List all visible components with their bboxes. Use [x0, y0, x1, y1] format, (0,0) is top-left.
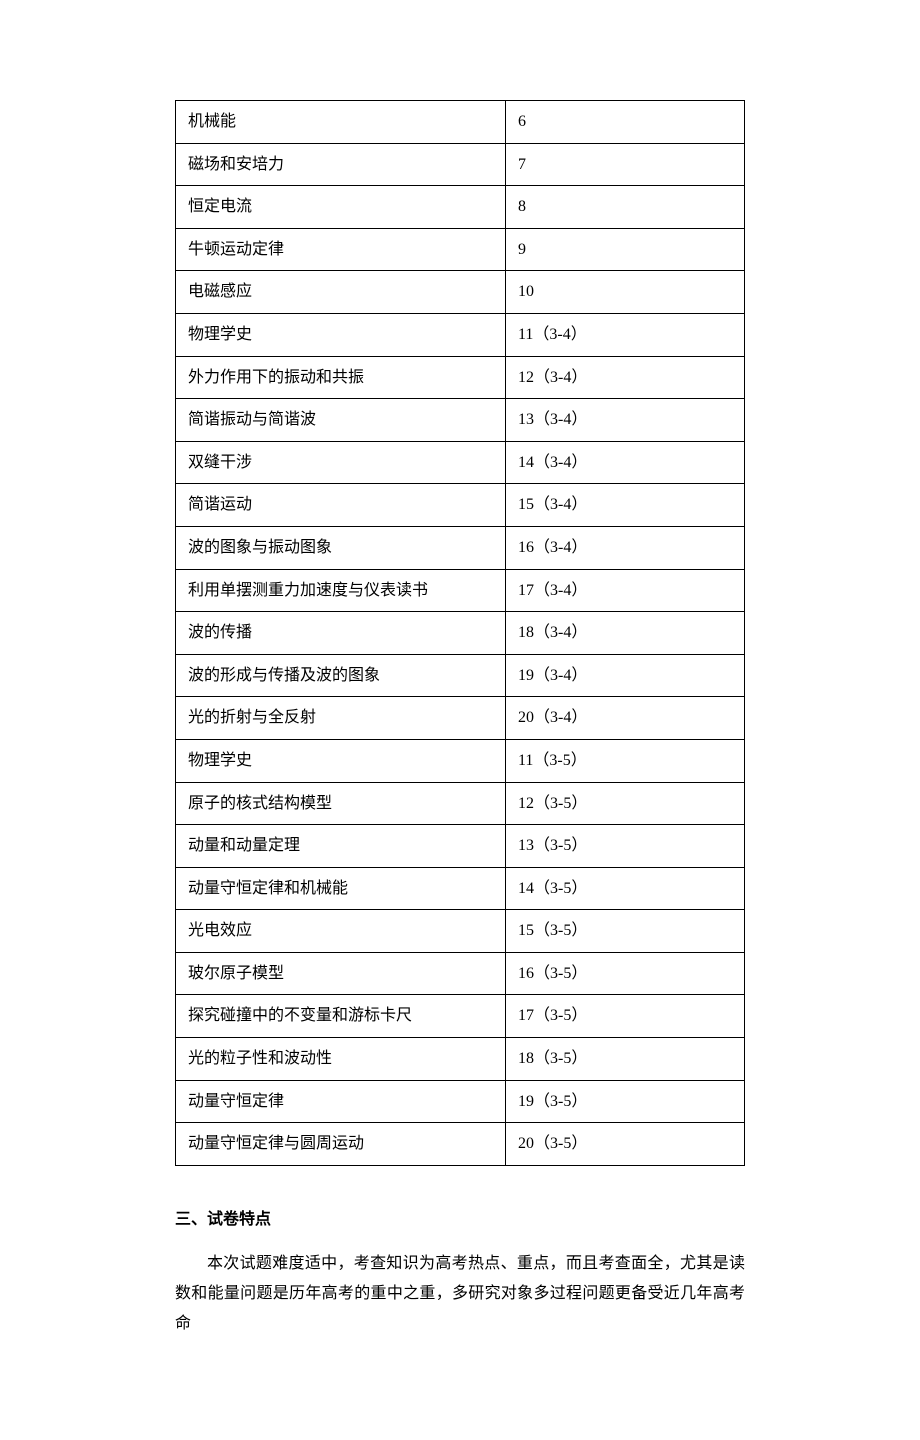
- table-row: 波的传播18（3-4）: [176, 612, 745, 655]
- table-row: 光的折射与全反射20（3-4）: [176, 697, 745, 740]
- topic-cell: 光的粒子性和波动性: [176, 1038, 506, 1081]
- topic-cell: 光的折射与全反射: [176, 697, 506, 740]
- number-cell: 14（3-4）: [506, 441, 745, 484]
- topic-cell: 物理学史: [176, 739, 506, 782]
- table-row: 外力作用下的振动和共振12（3-4）: [176, 356, 745, 399]
- table-row: 牛顿运动定律9: [176, 228, 745, 271]
- topic-cell: 玻尔原子模型: [176, 952, 506, 995]
- section-paragraph: 本次试题难度适中，考查知识为高考热点、重点，而且考查面全，尤其是读数和能量问题是…: [175, 1249, 745, 1340]
- number-cell: 19（3-5）: [506, 1080, 745, 1123]
- table-row: 玻尔原子模型16（3-5）: [176, 952, 745, 995]
- section-heading: 三、试卷特点: [175, 1206, 745, 1235]
- number-cell: 15（3-5）: [506, 910, 745, 953]
- table-row: 双缝干涉14（3-4）: [176, 441, 745, 484]
- table-row: 简谐运动15（3-4）: [176, 484, 745, 527]
- table-row: 机械能6: [176, 101, 745, 144]
- number-cell: 11（3-4）: [506, 313, 745, 356]
- topic-cell: 牛顿运动定律: [176, 228, 506, 271]
- table-row: 光电效应15（3-5）: [176, 910, 745, 953]
- number-cell: 11（3-5）: [506, 739, 745, 782]
- topic-cell: 动量守恒定律与圆周运动: [176, 1123, 506, 1166]
- topic-cell: 外力作用下的振动和共振: [176, 356, 506, 399]
- number-cell: 17（3-5）: [506, 995, 745, 1038]
- number-cell: 12（3-5）: [506, 782, 745, 825]
- topic-cell: 双缝干涉: [176, 441, 506, 484]
- table-row: 波的形成与传播及波的图象19（3-4）: [176, 654, 745, 697]
- topic-cell: 恒定电流: [176, 186, 506, 229]
- topic-cell: 机械能: [176, 101, 506, 144]
- number-cell: 8: [506, 186, 745, 229]
- topic-cell: 波的形成与传播及波的图象: [176, 654, 506, 697]
- table-row: 电磁感应10: [176, 271, 745, 314]
- topic-cell: 动量守恒定律: [176, 1080, 506, 1123]
- number-cell: 16（3-5）: [506, 952, 745, 995]
- table-row: 物理学史11（3-5）: [176, 739, 745, 782]
- topic-cell: 简谐振动与简谐波: [176, 399, 506, 442]
- number-cell: 20（3-4）: [506, 697, 745, 740]
- number-cell: 20（3-5）: [506, 1123, 745, 1166]
- number-cell: 15（3-4）: [506, 484, 745, 527]
- number-cell: 9: [506, 228, 745, 271]
- topic-cell: 波的传播: [176, 612, 506, 655]
- number-cell: 6: [506, 101, 745, 144]
- topic-cell: 简谐运动: [176, 484, 506, 527]
- topic-cell: 原子的核式结构模型: [176, 782, 506, 825]
- number-cell: 19（3-4）: [506, 654, 745, 697]
- table-row: 光的粒子性和波动性18（3-5）: [176, 1038, 745, 1081]
- number-cell: 14（3-5）: [506, 867, 745, 910]
- number-cell: 7: [506, 143, 745, 186]
- number-cell: 16（3-4）: [506, 526, 745, 569]
- topic-cell: 电磁感应: [176, 271, 506, 314]
- table-row: 恒定电流8: [176, 186, 745, 229]
- table-row: 动量守恒定律19（3-5）: [176, 1080, 745, 1123]
- table-row: 波的图象与振动图象16（3-4）: [176, 526, 745, 569]
- table-row: 简谐振动与简谐波13（3-4）: [176, 399, 745, 442]
- topic-cell: 动量守恒定律和机械能: [176, 867, 506, 910]
- number-cell: 13（3-5）: [506, 825, 745, 868]
- topic-cell: 动量和动量定理: [176, 825, 506, 868]
- topic-cell: 探究碰撞中的不变量和游标卡尺: [176, 995, 506, 1038]
- topic-cell: 光电效应: [176, 910, 506, 953]
- topic-cell: 利用单摆测重力加速度与仪表读书: [176, 569, 506, 612]
- table-row: 动量和动量定理13（3-5）: [176, 825, 745, 868]
- topic-cell: 磁场和安培力: [176, 143, 506, 186]
- table-row: 物理学史11（3-4）: [176, 313, 745, 356]
- number-cell: 10: [506, 271, 745, 314]
- number-cell: 18（3-5）: [506, 1038, 745, 1081]
- number-cell: 13（3-4）: [506, 399, 745, 442]
- table-row: 探究碰撞中的不变量和游标卡尺17（3-5）: [176, 995, 745, 1038]
- table-row: 利用单摆测重力加速度与仪表读书17（3-4）: [176, 569, 745, 612]
- table-row: 磁场和安培力7: [176, 143, 745, 186]
- topic-cell: 波的图象与振动图象: [176, 526, 506, 569]
- table-row: 动量守恒定律与圆周运动20（3-5）: [176, 1123, 745, 1166]
- table-row: 动量守恒定律和机械能14（3-5）: [176, 867, 745, 910]
- topic-cell: 物理学史: [176, 313, 506, 356]
- number-cell: 12（3-4）: [506, 356, 745, 399]
- table-row: 原子的核式结构模型12（3-5）: [176, 782, 745, 825]
- number-cell: 18（3-4）: [506, 612, 745, 655]
- physics-topic-table: 机械能6磁场和安培力7恒定电流8牛顿运动定律9电磁感应10物理学史11（3-4）…: [175, 100, 745, 1166]
- number-cell: 17（3-4）: [506, 569, 745, 612]
